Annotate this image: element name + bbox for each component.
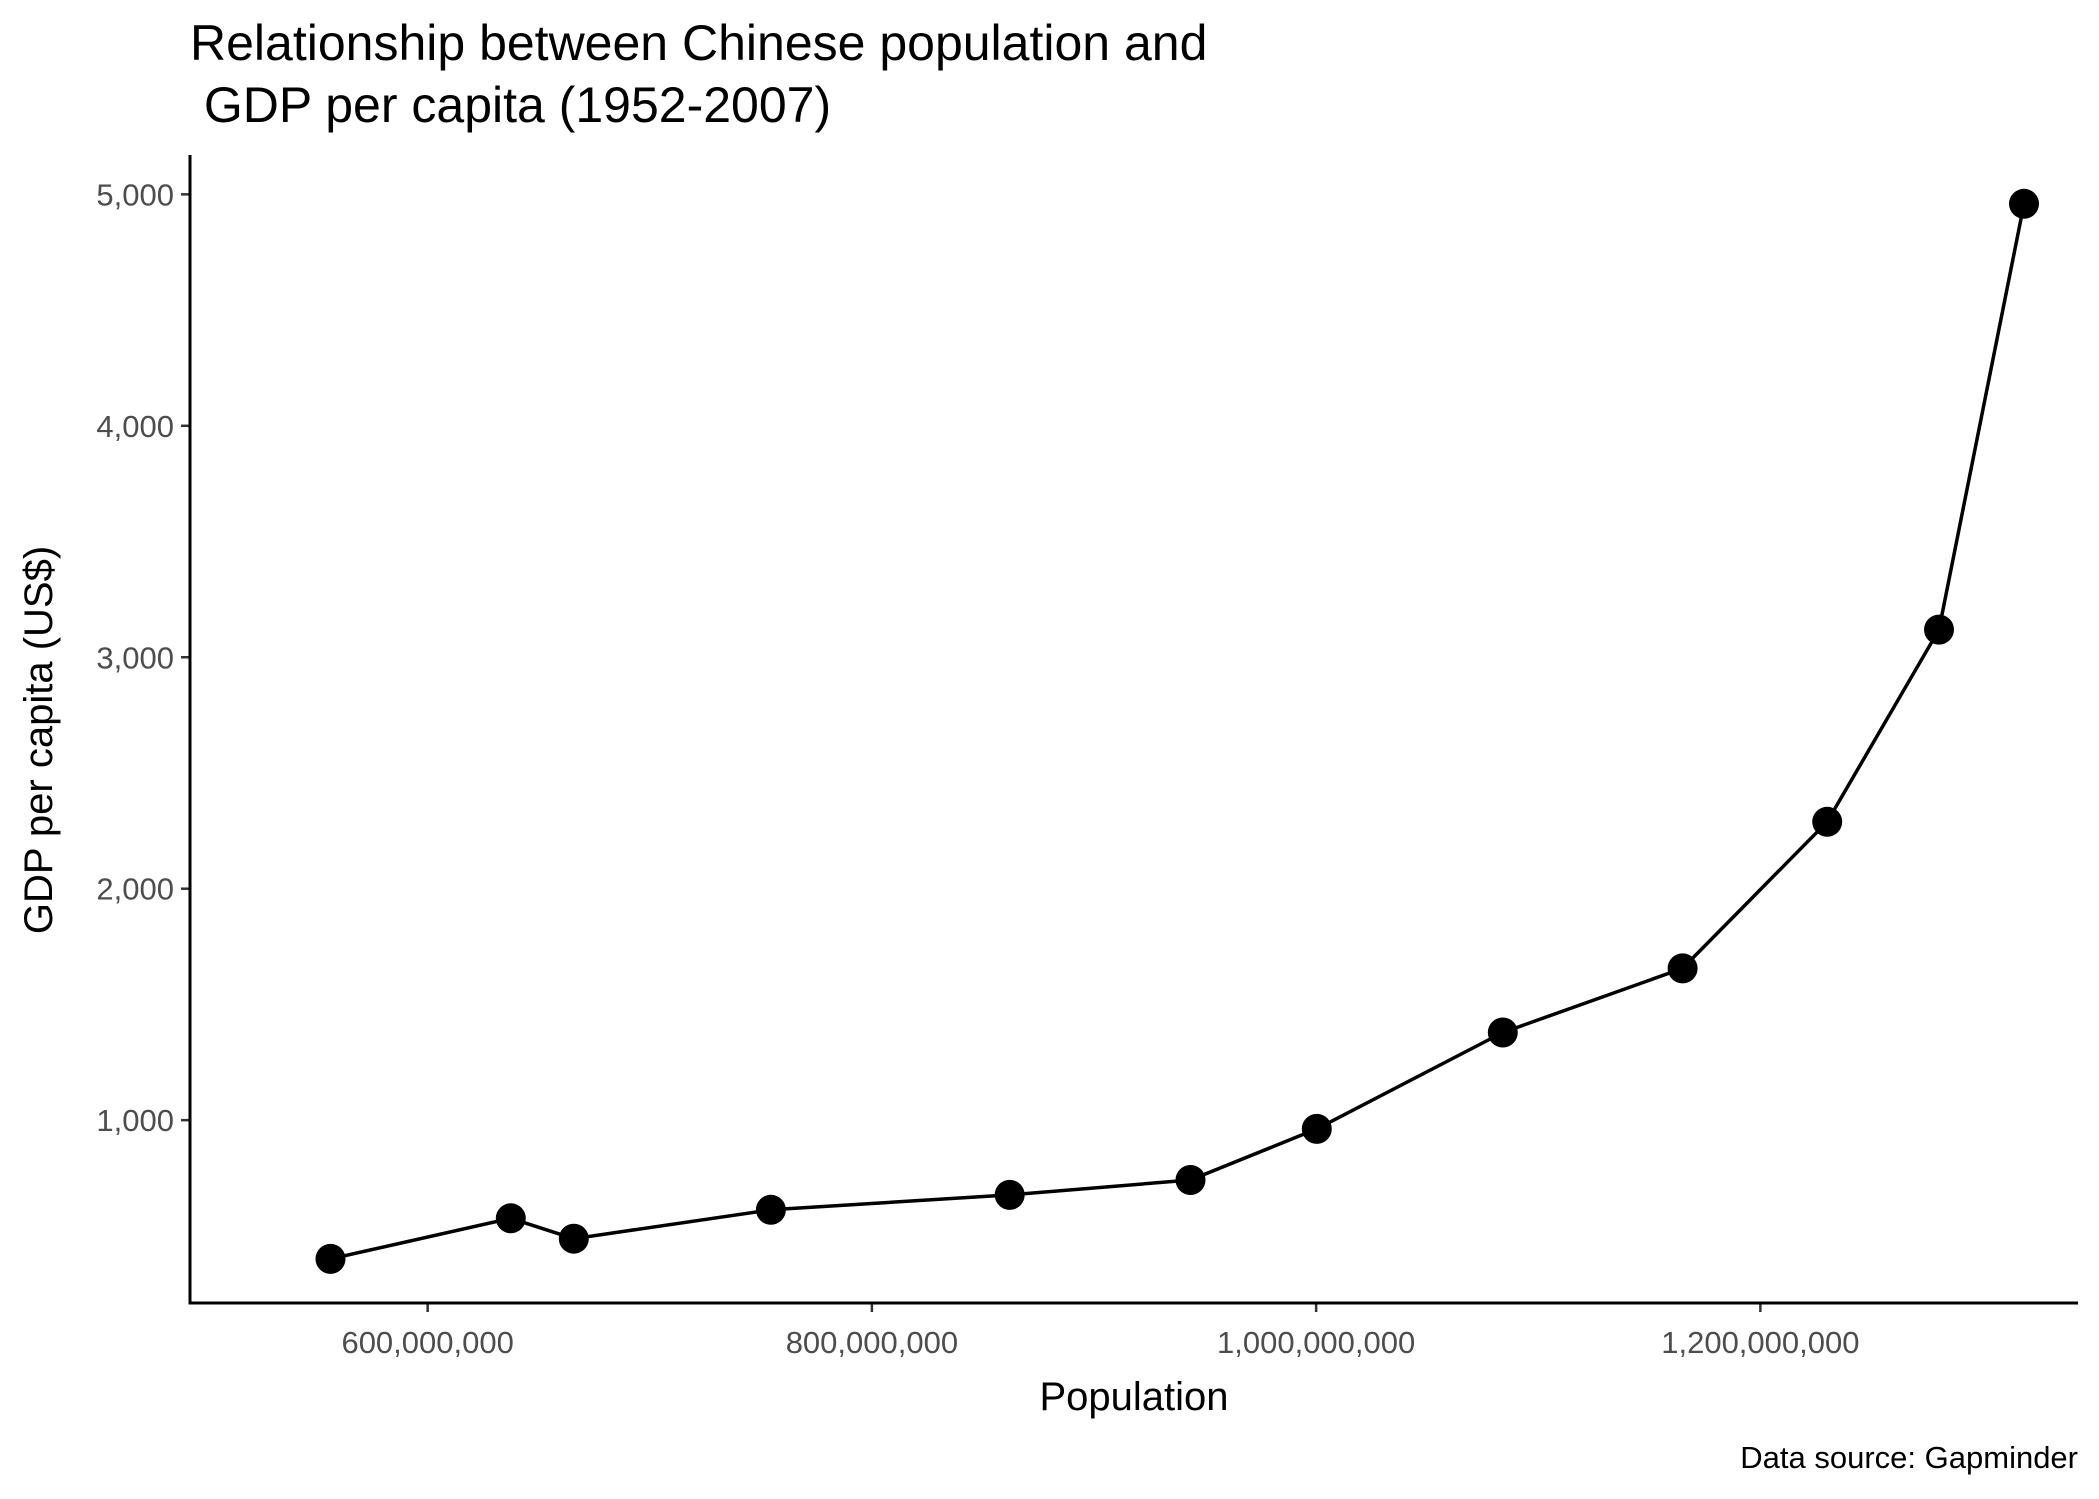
data-point	[755, 1194, 786, 1225]
data-point	[994, 1179, 1025, 1210]
data-point	[558, 1223, 589, 1254]
data-point	[1175, 1165, 1206, 1195]
y-tick-label: 3,000	[96, 640, 174, 675]
x-tick-label: 1,000,000,000	[1217, 1325, 1415, 1360]
data-point	[1812, 806, 1843, 837]
chart-title-line-1: Relationship between Chinese population …	[190, 15, 1207, 71]
data-point	[495, 1203, 526, 1234]
x-tick-label: 600,000,000	[341, 1325, 513, 1360]
data-point	[315, 1243, 346, 1274]
data-point	[1667, 953, 1698, 984]
series-line	[330, 203, 2026, 1261]
data-point	[1487, 1017, 1518, 1048]
y-tick-label: 4,000	[96, 409, 174, 444]
y-tick-label: 5,000	[96, 177, 174, 212]
chart-caption: Data source: Gapminder	[1740, 1440, 2078, 1475]
x-axis-title: Population	[1039, 1375, 1228, 1419]
y-tick-label: 1,000	[96, 1103, 174, 1138]
x-tick-label: 800,000,000	[786, 1325, 958, 1360]
chart-title-line-2: GDP per capita (1952-2007)	[190, 77, 831, 133]
y-axis-title: GDP per capita (US$)	[17, 546, 61, 934]
data-point	[1301, 1113, 1332, 1144]
data-point	[1924, 614, 1954, 645]
series-layer	[315, 188, 2039, 1274]
data-point	[2009, 188, 2039, 219]
x-axis-ticks: 600,000,000 800,000,000 1,000,000,000 1,200…	[341, 1303, 1859, 1360]
x-tick-label: 1,200,000,000	[1661, 1325, 1859, 1360]
y-tick-label: 2,000	[96, 872, 174, 907]
y-axis-ticks: 1,000 2,000 3,000 4,000 5,000	[96, 177, 190, 1138]
